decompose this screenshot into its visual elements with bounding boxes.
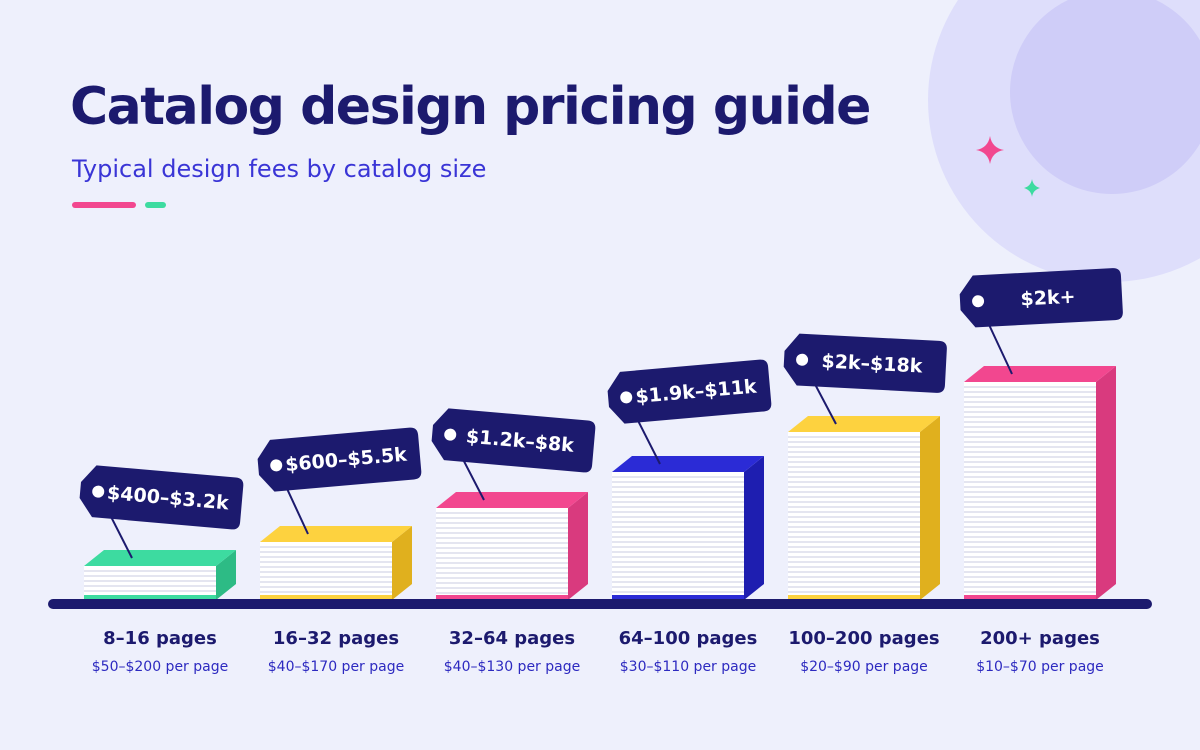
page-stack: $1.2k–$8k (431, 408, 596, 600)
sparkle (976, 136, 1004, 164)
tag-shape (607, 359, 772, 424)
tag-hole (972, 295, 985, 308)
stack-side (920, 416, 940, 600)
size-label: 100–200 pages (788, 628, 939, 649)
stack-top (612, 456, 764, 472)
stack-top (260, 526, 412, 542)
stack-cover (260, 595, 392, 600)
per-page: $40–$130 per page (444, 659, 580, 675)
stack-front (964, 382, 1096, 600)
page-stack: $2k+ (959, 268, 1123, 600)
size-label: 16–32 pages (273, 628, 399, 649)
tag-hole (620, 391, 633, 404)
stack-top (964, 366, 1116, 382)
stack-side (392, 526, 412, 600)
price: $2k–$18k (821, 350, 923, 377)
stack-top (84, 550, 236, 566)
title: Catalog design pricing guide (70, 77, 870, 137)
labels: 8–16 pages $50–$200 per page 16–32 pages $4… (92, 628, 1104, 675)
stacks: $400–$3.2k$600–$5.5k$1.2k–$8k$1.9k–$11k $… (79, 268, 1123, 600)
price-tag: $400–$3.2k (79, 465, 244, 530)
tag-hole (270, 459, 283, 472)
stack-side (216, 550, 236, 600)
size-label: 8–16 pages (103, 628, 217, 649)
tag-hole (444, 428, 457, 441)
price-tag: $1.9k–$11k (607, 359, 772, 424)
stack-front (436, 508, 568, 600)
stack-front (84, 566, 216, 600)
stack-side (568, 492, 588, 600)
stack-top (788, 416, 940, 432)
stack-front (260, 542, 392, 600)
sparkle (1024, 179, 1040, 197)
accent-line (145, 202, 166, 208)
per-page: $40–$170 per page (268, 659, 404, 675)
tag-hole (796, 353, 809, 366)
page-stack: $600–$5.5k (257, 427, 422, 600)
accent-line (72, 202, 136, 208)
price-tag: $1.2k–$8k (431, 408, 596, 473)
stack-cover (964, 595, 1096, 600)
tag-shape (783, 333, 947, 393)
price-tag: $2k+ (959, 268, 1123, 328)
per-page: $30–$110 per page (620, 659, 756, 675)
tag-shape (257, 427, 422, 492)
page-stack: $400–$3.2k (79, 465, 244, 600)
tag-hole (92, 485, 105, 498)
subtitle: Typical design fees by catalog size (71, 155, 486, 183)
stack-cover (84, 595, 216, 600)
tag-shape (431, 408, 596, 473)
stack-side (1096, 366, 1116, 600)
stack-cover (788, 595, 920, 600)
page-stack: $2k–$18k (783, 333, 947, 600)
per-page: $50–$200 per page (92, 659, 228, 675)
per-page: $10–$70 per page (976, 659, 1104, 675)
size-label: 64–100 pages (619, 628, 758, 649)
page-stack: $1.9k–$11k (607, 359, 772, 600)
stack-top (436, 492, 588, 508)
tag-shape (959, 268, 1123, 328)
deco-circle (1010, 0, 1200, 194)
stack-cover (612, 595, 744, 600)
price-tag: $600–$5.5k (257, 427, 422, 492)
tag-shape (79, 465, 244, 530)
stack-front (612, 472, 744, 600)
size-label: 200+ pages (980, 628, 1100, 649)
size-label: 32–64 pages (449, 628, 575, 649)
price-tag: $2k–$18k (783, 333, 947, 393)
stack-cover (436, 595, 568, 600)
baseline (48, 599, 1152, 609)
per-page: $20–$90 per page (800, 659, 928, 675)
stack-side (744, 456, 764, 600)
price: $2k+ (1020, 286, 1076, 311)
